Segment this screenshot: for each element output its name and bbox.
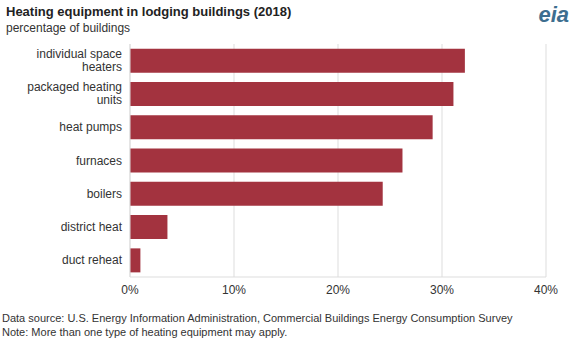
svg-text:packaged heatingunits: packaged heatingunits — [27, 80, 122, 107]
svg-text:10%: 10% — [222, 283, 246, 297]
html-text:Data source: U.S. Energy Infor: Data source: U.S. Energy Information Adm… — [2, 312, 513, 324]
html-text:percentage of buildings: percentage of buildings — [6, 21, 131, 35]
svg-text:furnaces: furnaces — [76, 154, 122, 168]
svg-text:duct reheat: duct reheat — [62, 253, 123, 267]
svg-text:district heat: district heat — [61, 220, 123, 234]
svg-text:heat pumps: heat pumps — [59, 120, 122, 134]
svg-text:30%: 30% — [430, 283, 454, 297]
html-text:Note: More than one type of he: Note: More than one type of heating equi… — [2, 326, 288, 338]
svg-text:boilers: boilers — [87, 187, 122, 201]
html-text:eia: eia — [538, 2, 569, 27]
svg-text:0%: 0% — [121, 283, 139, 297]
svg-text:20%: 20% — [326, 283, 350, 297]
svg-text:individual spaceheaters: individual spaceheaters — [37, 47, 123, 74]
svg-text:40%: 40% — [534, 283, 558, 297]
html-text:Heating equipment in lodging b: Heating equipment in lodging buildings (… — [6, 4, 292, 19]
